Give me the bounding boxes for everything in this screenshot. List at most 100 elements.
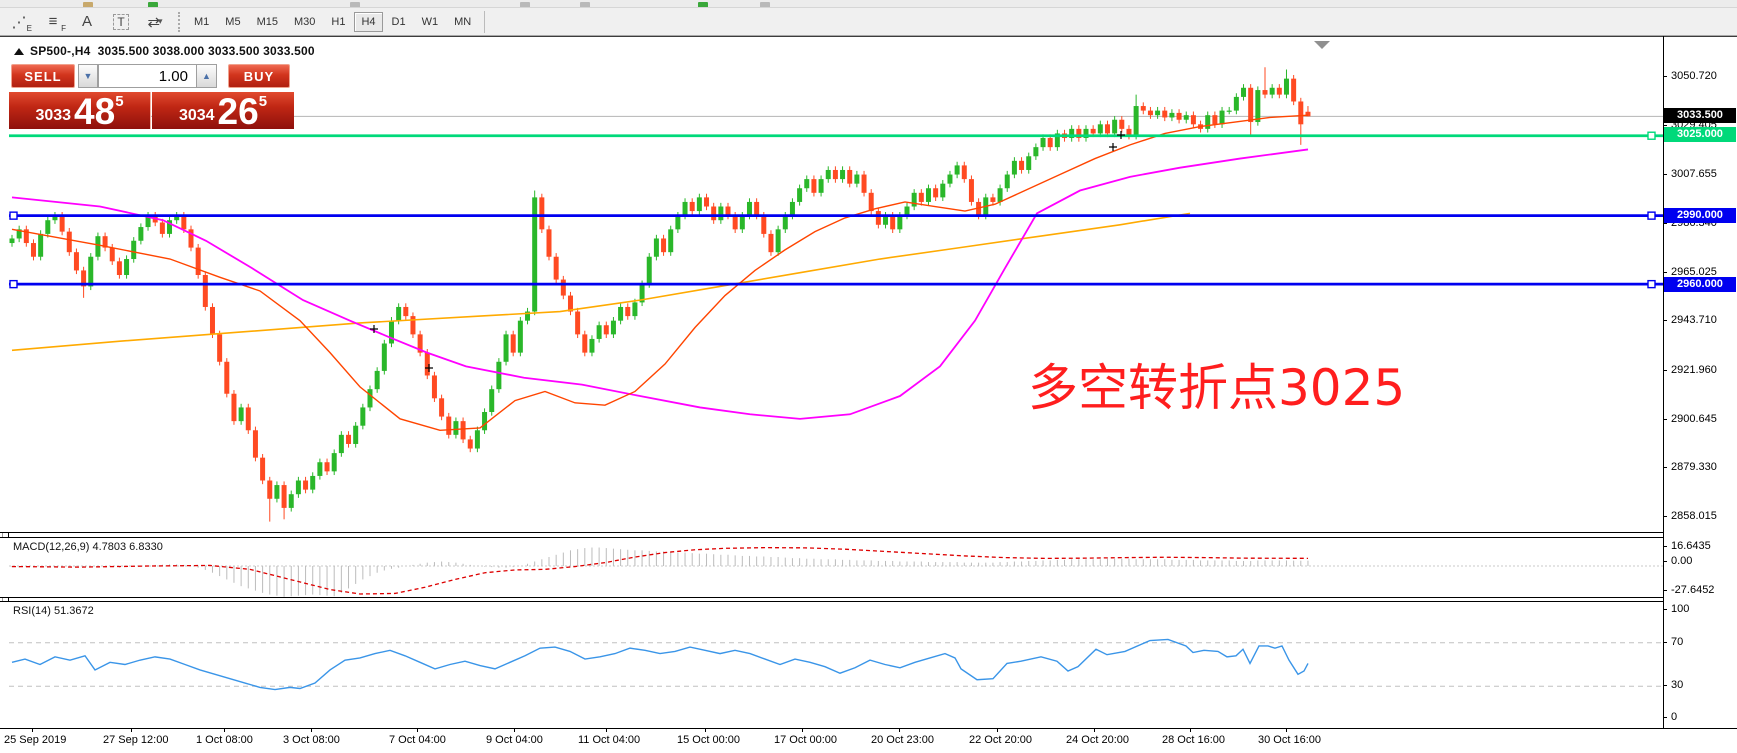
time-tick: [606, 729, 607, 732]
time-axis-label: 25 Sep 2019: [4, 734, 67, 746]
time-axis-label: 28 Oct 16:00: [1162, 734, 1225, 746]
main-toolbar: ⋰ E ≡ F A T ⇄ ▾ M1 M5 M15 M30 H1 H4 D1 W1 MN: [0, 8, 1737, 36]
sell-price-tile[interactable]: 3033 48 5: [9, 90, 151, 132]
chart-shift-marker: [1314, 41, 1330, 49]
clipped-icon-fragment: [148, 2, 158, 7]
time-tick: [899, 729, 900, 732]
buy-price-sup: 5: [258, 93, 268, 110]
time-tick: [311, 729, 312, 732]
timeframe-button-D1[interactable]: D1: [391, 15, 406, 28]
time-tick: [705, 729, 706, 732]
time-axis-label: 17 Oct 00:00: [774, 734, 837, 746]
rsi-line: [11, 638, 1309, 691]
timeframe-button-W1[interactable]: W1: [421, 15, 439, 28]
time-axis[interactable]: 25 Sep 2019 27 Sep 12:00 1 Oct 08:00 3 Oct …: [0, 729, 1737, 753]
clipped-icon-fragment: [520, 2, 530, 7]
time-axis-label: 7 Oct 04:00: [389, 734, 446, 746]
time-axis-label: 3 Oct 08:00: [283, 734, 340, 746]
timeframe-button-H1[interactable]: H1: [331, 15, 346, 28]
macd-histogram: [11, 547, 1309, 597]
timeframe-button-M30[interactable]: M30: [293, 15, 316, 28]
toolbar-drag-handle[interactable]: [178, 11, 182, 32]
time-tick: [417, 729, 418, 732]
level-2990-badge: 2990.000: [1664, 208, 1736, 223]
arrow-marker: [425, 364, 433, 372]
level-handle: [9, 211, 18, 220]
ma-mid-magenta-line: [11, 148, 1309, 420]
level-2960-badge: 2960.000: [1664, 277, 1736, 292]
buy-button[interactable]: BUY: [228, 64, 290, 88]
current-price-badge: 3033.500: [1664, 108, 1736, 123]
time-tick: [131, 729, 132, 732]
time-axis-label: 11 Oct 04:00: [578, 734, 641, 746]
buy-price-big: 26: [217, 90, 259, 132]
time-tick: [1094, 729, 1095, 732]
collapse-triangle-icon[interactable]: [14, 48, 24, 55]
timeframe-button-H4[interactable]: H4: [354, 11, 383, 32]
time-axis-label: 20 Oct 23:00: [871, 734, 934, 746]
fibonacci-retracement-icon[interactable]: ≡ F: [48, 13, 66, 33]
rsi-indicator-pane[interactable]: [0, 601, 1663, 728]
text-label-icon[interactable]: A: [81, 13, 92, 30]
level-handle: [1647, 131, 1656, 140]
time-tick: [1190, 729, 1191, 732]
level-3025-badge: 3025.000: [1664, 127, 1736, 142]
toolbar-separator: [484, 10, 486, 33]
buy-price-tile[interactable]: 3034 26 5: [152, 90, 294, 132]
macd-label: MACD(12,26,9) 4.7803 6.8330: [13, 541, 163, 553]
time-tick: [997, 729, 998, 732]
ohlc-values: 3035.500 3038.000 3033.500 3033.500: [97, 44, 315, 58]
symbol-timeframe-label: SP500-,H4: [30, 44, 91, 58]
time-axis-label: 1 Oct 08:00: [196, 734, 253, 746]
sell-price-big: 48: [74, 90, 116, 132]
arrow-marker: [1117, 131, 1125, 139]
chart-window-top-border: [0, 36, 1737, 37]
level-handle: [1647, 279, 1656, 289]
clipped-icon-fragment: [83, 2, 93, 7]
volume-increase-button[interactable]: ▲: [197, 64, 217, 88]
timeframe-button-M15[interactable]: M15: [256, 15, 278, 28]
chart-text-annotation: 多空转折点3025: [1028, 359, 1406, 417]
time-axis-border: [0, 728, 1737, 729]
time-tick: [32, 729, 33, 732]
level-handle: [9, 279, 18, 289]
sell-button[interactable]: SELL: [11, 64, 75, 88]
buy-price-prefix: 3034: [178, 107, 215, 124]
time-tick: [514, 729, 515, 732]
time-tick: [224, 729, 225, 732]
clipped-icon-fragment: [580, 2, 590, 7]
clipped-icon-fragment: [350, 2, 360, 7]
clipped-upper-toolbar: [0, 0, 1737, 8]
time-axis-label: 27 Sep 12:00: [103, 734, 169, 746]
candles: [9, 67, 1311, 522]
chart-title: SP500-,H4 3035.500 3038.000 3033.500 303…: [14, 44, 315, 58]
ma-fast-orangered-line: [11, 114, 1309, 431]
macd-signal-line: [11, 546, 1309, 595]
arrow-marker: [1109, 143, 1117, 151]
level-handle: [1647, 211, 1656, 220]
sell-price-prefix: 3033: [35, 107, 72, 124]
arrows-tool-icon[interactable]: ⇄ ▾: [147, 13, 163, 31]
timeframe-button-M1[interactable]: M1: [194, 15, 210, 28]
time-axis-label: 24 Oct 20:00: [1066, 734, 1129, 746]
price-axis-border: [1663, 36, 1664, 728]
timeframe-button-MN[interactable]: MN: [454, 15, 472, 28]
timeframe-button-M5[interactable]: M5: [225, 15, 241, 28]
volume-decrease-button[interactable]: ▼: [78, 64, 98, 88]
one-click-trading-panel: SELL ▼ ▲ BUY 3033 48 5 3034 26 5: [9, 62, 294, 132]
equidistant-channel-icon[interactable]: ⋰ E: [11, 13, 33, 33]
clipped-icon-fragment: [698, 2, 708, 7]
arrow-marker: [370, 325, 378, 333]
time-axis-label: 15 Oct 00:00: [677, 734, 740, 746]
sell-price-sup: 5: [115, 93, 124, 110]
macd-indicator-pane[interactable]: [0, 537, 1663, 598]
ma-slow-gold-line: [11, 212, 1191, 352]
rsi-label: RSI(14) 51.3672: [13, 605, 94, 617]
time-tick: [802, 729, 803, 732]
text-box-icon[interactable]: T: [106, 11, 136, 33]
time-axis-label: 22 Oct 20:00: [969, 734, 1032, 746]
price-axis[interactable]: 3050.7203029.4053007.6552986.3402965.025…: [1663, 37, 1737, 728]
volume-input[interactable]: [98, 64, 197, 88]
time-tick: [1286, 729, 1287, 732]
